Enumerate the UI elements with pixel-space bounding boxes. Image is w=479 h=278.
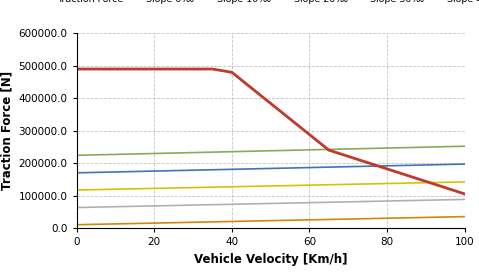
X-axis label: Vehicle Velocity [Km/h]: Vehicle Velocity [Km/h] (194, 252, 347, 265)
Y-axis label: Traction Force [N]: Traction Force [N] (0, 71, 13, 190)
Legend: Traction Force, Slope 0‰, Slope 10‰, Slope 20‰, Slope 30‰, Slope 40‰: Traction Force, Slope 0‰, Slope 10‰, Slo… (40, 0, 479, 4)
Traction Force (74, 67, 80, 71)
Line: Traction Force: Traction Force (77, 69, 465, 194)
Traction Force (462, 192, 468, 196)
Traction Force (210, 67, 216, 71)
Traction Force (229, 71, 235, 74)
Traction Force (326, 148, 331, 152)
